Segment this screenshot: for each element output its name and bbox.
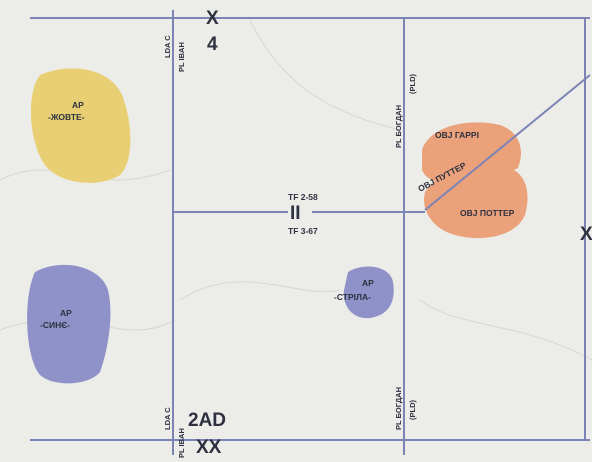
area-strila-label-2: -СТРІЛА- <box>334 292 371 302</box>
center-label-bottom: TF 3-67 <box>288 226 318 236</box>
area-zhovte-shape <box>30 68 131 183</box>
area-zhovte-label-2: -ЖОВТЕ- <box>48 112 85 122</box>
bottom-left-boundary-label-2: PL IBAH <box>177 428 186 458</box>
right-edge-marker: X <box>580 224 592 245</box>
right-boundary-bottom-label-1: PL БОГДАН <box>394 387 403 430</box>
area-synie-label-1: AP <box>60 308 72 318</box>
right-boundary-top-label-2: (PLD) <box>408 74 417 94</box>
top-left-boundary-label-2: PL IBAH <box>177 42 186 72</box>
bottom-marker-xx: XX <box>196 437 222 458</box>
area-synie-shape <box>27 264 111 384</box>
area-synie-label-2: -СИНЄ- <box>40 320 70 330</box>
top-marker-number: 4 <box>207 34 218 55</box>
right-boundary-bottom-label-2: (PLD) <box>408 400 417 420</box>
route-line <box>424 74 591 211</box>
bottom-marker-code: 2AD <box>188 410 226 431</box>
center-label-top: TF 2-58 <box>288 192 318 202</box>
area-harri-label: OBJ ГАРРІ <box>435 130 479 140</box>
center-label-marker: II <box>290 203 301 224</box>
right-boundary-top-label-1: PL БОГДАН <box>394 105 403 148</box>
area-strila-label-1: AP <box>362 278 374 288</box>
area-potter-label: OBJ ПОТТЕР <box>460 208 515 218</box>
top-left-boundary-label-1: LDA C <box>163 35 172 58</box>
bottom-left-boundary-label-1: LDA C <box>163 407 172 430</box>
area-zhovte-label-1: AP <box>72 100 84 110</box>
top-marker-x: X <box>206 8 219 29</box>
boundary-lines <box>30 10 590 455</box>
area-strila-shape <box>343 266 394 319</box>
area-potter-shape <box>424 165 528 239</box>
